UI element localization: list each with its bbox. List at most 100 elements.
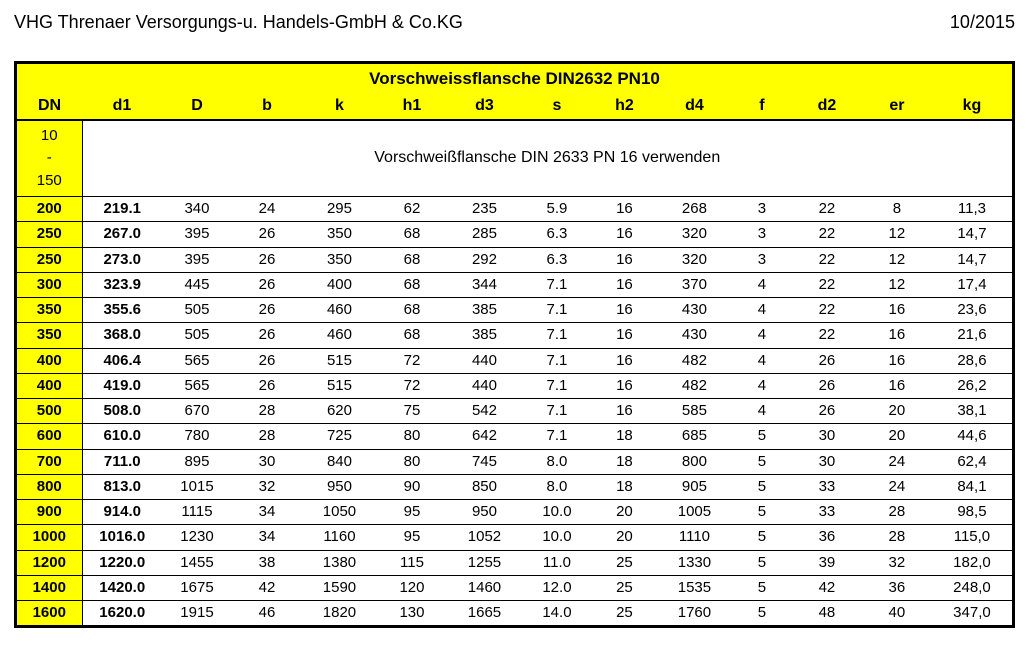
cell-h2: 20 — [592, 500, 657, 525]
cell-kg: 44,6 — [932, 424, 1012, 449]
note-row: 10-150Vorschweißflansche DIN 2633 PN 16 … — [17, 120, 1012, 197]
column-header-kg: kg — [932, 93, 1012, 120]
cell-f: 3 — [732, 197, 792, 222]
cell-DN: 300 — [17, 272, 82, 297]
cell-s: 12.0 — [522, 575, 592, 600]
cell-b: 38 — [232, 550, 302, 575]
column-header-f: f — [732, 93, 792, 120]
cell-d1: 406.4 — [82, 348, 162, 373]
table-row: 700711.089530840807458.0188005302462,4 — [17, 449, 1012, 474]
cell-kg: 11,3 — [932, 197, 1012, 222]
cell-er: 40 — [862, 601, 932, 626]
cell-h1: 80 — [377, 424, 447, 449]
cell-D: 780 — [162, 424, 232, 449]
cell-s: 7.1 — [522, 323, 592, 348]
cell-d4: 430 — [657, 298, 732, 323]
cell-er: 32 — [862, 550, 932, 575]
cell-kg: 17,4 — [932, 272, 1012, 297]
cell-k: 350 — [302, 247, 377, 272]
cell-h2: 16 — [592, 222, 657, 247]
cell-kg: 14,7 — [932, 247, 1012, 272]
cell-kg: 38,1 — [932, 399, 1012, 424]
cell-k: 515 — [302, 348, 377, 373]
cell-k: 1820 — [302, 601, 377, 626]
cell-DN: 800 — [17, 474, 82, 499]
cell-h1: 75 — [377, 399, 447, 424]
table-row: 350355.650526460683857.1164304221623,6 — [17, 298, 1012, 323]
cell-s: 10.0 — [522, 525, 592, 550]
cell-f: 3 — [732, 247, 792, 272]
cell-d4: 268 — [657, 197, 732, 222]
cell-kg: 84,1 — [932, 474, 1012, 499]
cell-s: 7.1 — [522, 348, 592, 373]
cell-f: 5 — [732, 525, 792, 550]
cell-s: 6.3 — [522, 247, 592, 272]
cell-f: 4 — [732, 298, 792, 323]
cell-d2: 30 — [792, 424, 862, 449]
cell-f: 3 — [732, 222, 792, 247]
cell-d3: 344 — [447, 272, 522, 297]
cell-k: 620 — [302, 399, 377, 424]
cell-D: 1115 — [162, 500, 232, 525]
cell-h1: 95 — [377, 500, 447, 525]
cell-h2: 25 — [592, 575, 657, 600]
cell-D: 505 — [162, 323, 232, 348]
note-dn-range: 10-150 — [17, 120, 82, 197]
cell-d3: 1052 — [447, 525, 522, 550]
table-row: 350368.050526460683857.1164304221621,6 — [17, 323, 1012, 348]
cell-d4: 430 — [657, 323, 732, 348]
cell-d1: 1420.0 — [82, 575, 162, 600]
cell-d3: 285 — [447, 222, 522, 247]
table-title: Vorschweissflansche DIN2632 PN10 — [17, 64, 1012, 93]
cell-f: 5 — [732, 575, 792, 600]
cell-b: 26 — [232, 272, 302, 297]
table-title-row: Vorschweissflansche DIN2632 PN10 — [17, 64, 1012, 93]
cell-d1: 813.0 — [82, 474, 162, 499]
cell-d1: 1016.0 — [82, 525, 162, 550]
cell-er: 16 — [862, 323, 932, 348]
table-row: 14001420.01675421590120146012.0251535542… — [17, 575, 1012, 600]
cell-d4: 800 — [657, 449, 732, 474]
cell-k: 1050 — [302, 500, 377, 525]
cell-D: 565 — [162, 348, 232, 373]
cell-kg: 28,6 — [932, 348, 1012, 373]
cell-d4: 370 — [657, 272, 732, 297]
cell-d4: 905 — [657, 474, 732, 499]
cell-d2: 48 — [792, 601, 862, 626]
table-body: 10-150Vorschweißflansche DIN 2633 PN 16 … — [17, 120, 1012, 626]
cell-d1: 711.0 — [82, 449, 162, 474]
cell-d3: 950 — [447, 500, 522, 525]
column-header-row: DNd1Dbkh1d3sh2d4fd2erkg — [17, 93, 1012, 120]
cell-d2: 26 — [792, 399, 862, 424]
cell-er: 12 — [862, 247, 932, 272]
table-row: 250273.039526350682926.3163203221214,7 — [17, 247, 1012, 272]
cell-d2: 30 — [792, 449, 862, 474]
cell-f: 5 — [732, 550, 792, 575]
cell-er: 16 — [862, 298, 932, 323]
cell-d1: 419.0 — [82, 373, 162, 398]
cell-kg: 98,5 — [932, 500, 1012, 525]
cell-s: 10.0 — [522, 500, 592, 525]
cell-h2: 16 — [592, 348, 657, 373]
cell-h2: 25 — [592, 601, 657, 626]
cell-D: 1230 — [162, 525, 232, 550]
cell-D: 895 — [162, 449, 232, 474]
cell-d3: 440 — [447, 373, 522, 398]
cell-f: 4 — [732, 399, 792, 424]
cell-d4: 685 — [657, 424, 732, 449]
cell-h2: 16 — [592, 272, 657, 297]
column-header-h2: h2 — [592, 93, 657, 120]
cell-h1: 68 — [377, 222, 447, 247]
cell-kg: 26,2 — [932, 373, 1012, 398]
cell-f: 5 — [732, 474, 792, 499]
cell-D: 505 — [162, 298, 232, 323]
column-header-DN: DN — [17, 93, 82, 120]
cell-er: 12 — [862, 222, 932, 247]
cell-d3: 440 — [447, 348, 522, 373]
cell-h2: 18 — [592, 449, 657, 474]
table-head: Vorschweissflansche DIN2632 PN10 DNd1Dbk… — [17, 64, 1012, 120]
cell-d4: 1330 — [657, 550, 732, 575]
table-row: 16001620.01915461820130166514.0251760548… — [17, 601, 1012, 626]
cell-d1: 273.0 — [82, 247, 162, 272]
cell-h1: 80 — [377, 449, 447, 474]
